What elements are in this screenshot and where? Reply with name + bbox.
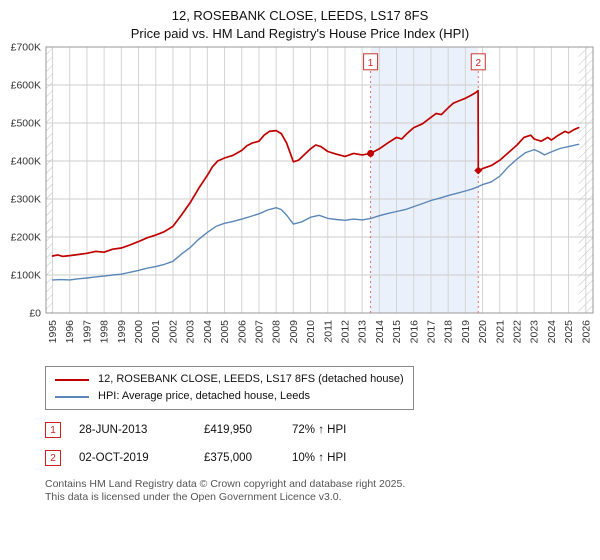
svg-text:£0: £0 [29,308,41,320]
svg-text:2015: 2015 [391,320,403,344]
svg-text:2018: 2018 [443,320,455,344]
sale-point-1 [367,149,375,157]
svg-text:2019: 2019 [460,320,472,344]
svg-text:2008: 2008 [271,320,283,344]
svg-text:2013: 2013 [357,320,369,344]
hatched-region [46,47,53,313]
svg-text:2010: 2010 [305,320,317,344]
svg-text:£300K: £300K [11,194,41,206]
svg-text:2004: 2004 [202,320,214,344]
transactions-list: 1 28-JUN-2013 £419,950 72% ↑ HPI 2 02-OC… [45,422,600,466]
transaction-1-date: 28-JUN-2013 [79,424,148,436]
svg-text:2007: 2007 [253,320,265,344]
transaction-1-price: £419,950 [204,424,252,436]
svg-text:2001: 2001 [150,320,162,344]
legend-swatch-0 [55,378,89,381]
svg-text:2020: 2020 [477,320,489,344]
sale-marker-box-1 [363,53,379,71]
ownership-band [370,47,479,313]
svg-text:1998: 1998 [99,320,111,344]
transaction-2-hpi-delta: 10% ↑ HPI [292,452,347,464]
legend-label-property: 12, ROSEBANK CLOSE, LEEDS, LS17 8FS (det… [98,373,404,385]
svg-text:£600K: £600K [11,80,41,92]
svg-text:£400K: £400K [11,156,41,168]
transaction-row-2: 2 02-OCT-2019 £375,000 10% ↑ HPI [45,450,600,466]
svg-text:2025: 2025 [563,320,575,344]
legend-item-hpi: HPI: Average price, detached house, Leed… [55,388,404,405]
svg-text:1996: 1996 [64,320,76,344]
svg-text:£200K: £200K [11,232,41,244]
transaction-row-1: 1 28-JUN-2013 £419,950 72% ↑ HPI [45,422,600,438]
svg-text:1995: 1995 [47,320,59,344]
sale-marker-box-2 [470,53,486,71]
transaction-2-number-badge: 2 [45,450,61,466]
svg-text:2002: 2002 [167,320,179,344]
chart-legend: 12, ROSEBANK CLOSE, LEEDS, LS17 8FS (det… [45,366,414,410]
legend-swatch-1 [55,395,89,398]
footer-line-1: Contains HM Land Registry data © Crown c… [45,478,406,490]
svg-text:2: 2 [475,58,481,69]
price-history-chart: 1 2 £0 £100K £200K £300K £400K £500K £600K £700K 1… [11,42,594,344]
svg-text:1999: 1999 [116,320,128,344]
svg-text:£500K: £500K [11,118,41,130]
svg-text:2021: 2021 [494,320,506,344]
footer-line-2: This data is licensed under the Open Gov… [45,491,342,503]
svg-text:2009: 2009 [288,320,300,344]
svg-text:2023: 2023 [529,320,541,344]
svg-text:2024: 2024 [546,320,558,344]
hatched-region [578,47,593,313]
sale-point-2 [474,166,483,175]
svg-text:2003: 2003 [185,320,197,344]
svg-text:£100K: £100K [11,270,41,282]
svg-text:1: 1 [368,58,374,69]
legend-label-hpi: HPI: Average price, detached house, Leed… [98,390,310,402]
license-footer: Contains HM Land Registry data © Crown c… [45,478,600,504]
series-line-1 [51,143,580,281]
transaction-2-price: £375,000 [204,452,252,464]
svg-text:2000: 2000 [133,320,145,344]
transaction-1-number-badge: 1 [45,422,61,438]
plot-background [46,47,593,313]
page-title: 12, ROSEBANK CLOSE, LEEDS, LS17 8FS [171,8,429,23]
svg-text:2026: 2026 [580,320,592,344]
svg-text:2011: 2011 [322,320,334,343]
svg-text:£700K: £700K [11,42,41,54]
svg-text:2005: 2005 [219,320,231,344]
svg-text:2012: 2012 [339,320,351,344]
svg-text:2022: 2022 [511,320,523,344]
svg-text:2014: 2014 [374,320,386,344]
transaction-2-date: 02-OCT-2019 [79,452,149,464]
legend-item-property: 12, ROSEBANK CLOSE, LEEDS, LS17 8FS (det… [55,371,404,388]
series-line-0 [51,89,580,258]
svg-text:2016: 2016 [408,320,420,344]
svg-text:2006: 2006 [236,320,248,344]
svg-text:2017: 2017 [425,320,437,344]
svg-text:1997: 1997 [81,320,93,344]
transaction-1-hpi-delta: 72% ↑ HPI [292,424,347,436]
page-subtitle: Price paid vs. HM Land Registry's House … [130,26,470,41]
